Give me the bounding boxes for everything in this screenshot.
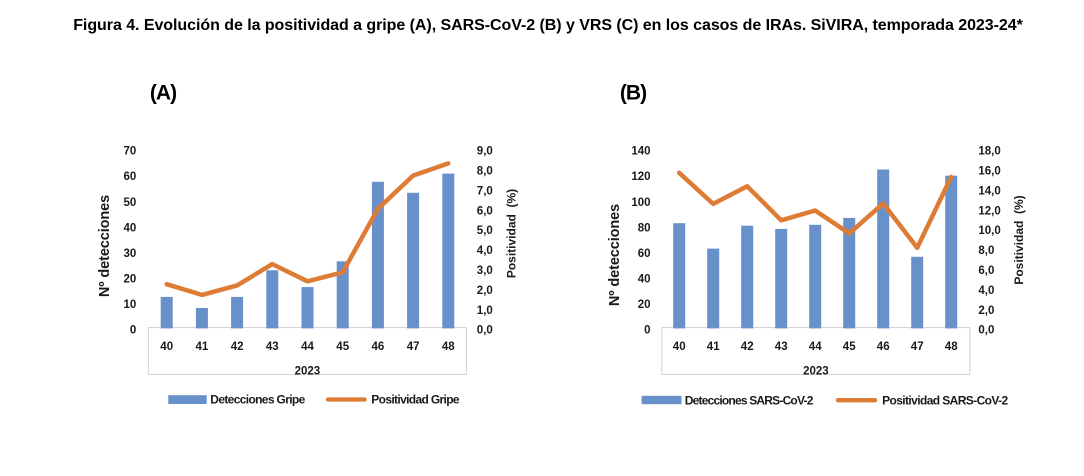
svg-text:0: 0 — [130, 325, 136, 337]
svg-text:46: 46 — [877, 341, 890, 353]
svg-text:2,0: 2,0 — [978, 305, 994, 317]
svg-text:2,0: 2,0 — [477, 285, 493, 297]
svg-text:44: 44 — [809, 341, 822, 353]
svg-text:70: 70 — [124, 146, 137, 158]
svg-text:4,0: 4,0 — [978, 285, 994, 297]
svg-text:2023: 2023 — [295, 365, 321, 377]
svg-text:(A): (A) — [150, 82, 176, 105]
svg-text:40: 40 — [673, 341, 686, 353]
svg-text:120: 120 — [631, 171, 650, 183]
svg-text:8,0: 8,0 — [477, 166, 493, 178]
svg-text:Detecciones SARS-CoV-2: Detecciones SARS-CoV-2 — [685, 394, 814, 408]
svg-text:2023: 2023 — [803, 365, 829, 377]
svg-text:Nº detecciones: Nº detecciones — [607, 204, 623, 306]
svg-text:14,0: 14,0 — [978, 185, 1000, 197]
svg-text:18,0: 18,0 — [978, 146, 1000, 158]
svg-text:40: 40 — [124, 222, 137, 234]
svg-text:45: 45 — [336, 341, 349, 353]
svg-text:42: 42 — [231, 341, 244, 353]
svg-text:40: 40 — [160, 341, 173, 353]
svg-text:6,0: 6,0 — [477, 205, 493, 217]
svg-text:42: 42 — [741, 341, 754, 353]
svg-text:60: 60 — [638, 248, 651, 260]
svg-text:0,0: 0,0 — [978, 325, 994, 337]
svg-text:5,0: 5,0 — [477, 225, 493, 237]
svg-text:20: 20 — [638, 299, 651, 311]
svg-text:9,0: 9,0 — [477, 146, 493, 158]
svg-text:(B): (B) — [620, 82, 646, 105]
svg-text:Positividad Gripe: Positividad Gripe — [371, 393, 460, 407]
svg-text:10,0: 10,0 — [978, 225, 1000, 237]
svg-text:47: 47 — [407, 341, 420, 353]
svg-text:10: 10 — [124, 299, 137, 311]
svg-text:44: 44 — [301, 341, 314, 353]
svg-text:3,0: 3,0 — [477, 265, 493, 277]
svg-text:Nº detecciones: Nº detecciones — [97, 195, 113, 297]
svg-text:43: 43 — [775, 341, 788, 353]
svg-text:16,0: 16,0 — [978, 166, 1000, 178]
svg-text:47: 47 — [911, 341, 924, 353]
svg-text:43: 43 — [266, 341, 279, 353]
svg-text:80: 80 — [638, 222, 651, 234]
svg-text:Positividad SARS-CoV-2: Positividad SARS-CoV-2 — [882, 394, 1008, 408]
svg-text:40: 40 — [638, 274, 651, 286]
svg-text:50: 50 — [124, 197, 137, 209]
svg-text:1,0: 1,0 — [477, 305, 493, 317]
svg-text:7,0: 7,0 — [477, 185, 493, 197]
svg-text:30: 30 — [124, 248, 137, 260]
svg-text:Figura 4. Evolución de la posi: Figura 4. Evolución de la positividad a … — [73, 17, 1023, 34]
svg-text:46: 46 — [372, 341, 385, 353]
svg-text:Detecciones Gripe: Detecciones Gripe — [210, 393, 305, 407]
svg-text:12,0: 12,0 — [978, 205, 1000, 217]
svg-text:41: 41 — [707, 341, 720, 353]
svg-text:0,0: 0,0 — [477, 325, 493, 337]
svg-text:60: 60 — [124, 171, 137, 183]
svg-text:Positividad (%): Positividad (%) — [1012, 195, 1026, 284]
svg-text:140: 140 — [631, 146, 650, 158]
svg-text:48: 48 — [442, 341, 455, 353]
svg-text:20: 20 — [124, 274, 137, 286]
svg-text:4,0: 4,0 — [477, 245, 493, 257]
svg-text:45: 45 — [843, 341, 856, 353]
svg-text:0: 0 — [644, 325, 650, 337]
svg-text:48: 48 — [945, 341, 958, 353]
svg-text:8,0: 8,0 — [978, 245, 994, 257]
svg-text:6,0: 6,0 — [978, 265, 994, 277]
svg-text:100: 100 — [631, 197, 650, 209]
svg-text:Positividad (%): Positividad (%) — [504, 189, 518, 278]
svg-text:41: 41 — [196, 341, 209, 353]
